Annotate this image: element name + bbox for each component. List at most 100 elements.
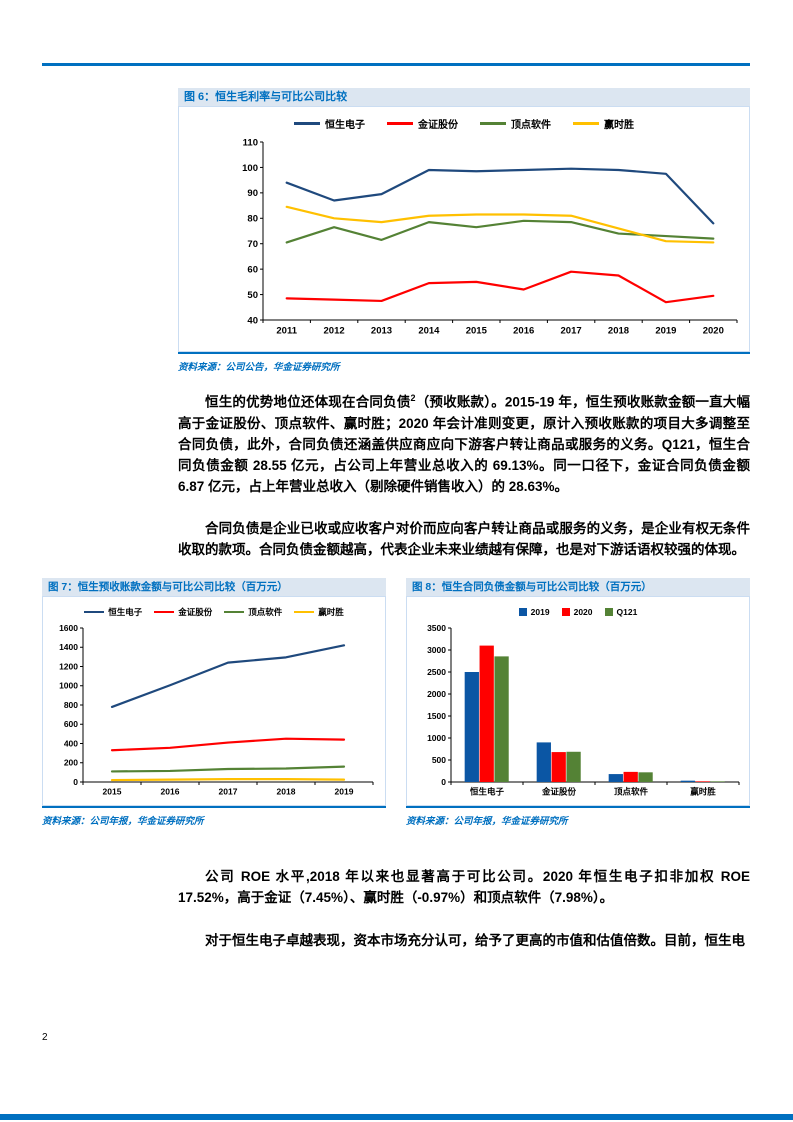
x-tick-label: 2014 bbox=[418, 326, 440, 337]
body-paragraph-2: 合同负债是企业已收或应收客户对价而应向客户转让商品或服务的义务，是企业有权无条件… bbox=[178, 521, 750, 557]
legend-label: 赢时胜 bbox=[604, 119, 634, 131]
figure-6: 图 6：恒生毛利率与可比公司比较 恒生电子 金证股份 顶点软件 赢时胜 40 50 60 7… bbox=[178, 88, 750, 373]
series-line-赢时胜 bbox=[285, 205, 715, 244]
series-line-金证股份 bbox=[110, 737, 346, 752]
page-footer-rule bbox=[0, 1114, 793, 1120]
legend-swatch bbox=[480, 121, 506, 125]
x-tick-label: 2019 bbox=[335, 787, 354, 797]
figure-8-plot: 0 500 1000 1500 2000 2500 3000 3500 恒生电子 金证股份 顶点软件… bbox=[427, 623, 740, 797]
y-tick-label: 800 bbox=[64, 700, 78, 710]
series-line-金证股份 bbox=[285, 270, 715, 304]
legend-item-Q121: Q121 bbox=[604, 607, 638, 617]
y-tick-label: 50 bbox=[247, 290, 258, 301]
body-paragraph-4: 对于恒生电子卓越表现，资本市场充分认可，给予了更高的市值和估值倍数。目前，恒生电 bbox=[205, 933, 745, 948]
figure-7-plot: 0 200 400 600 800 1000 1200 1400 1600 2015 2016 201… bbox=[59, 623, 374, 797]
x-tick-label: 2015 bbox=[466, 326, 488, 337]
series-line-恒生电子 bbox=[110, 644, 346, 709]
figure-7-title: 图 7：恒生预收账款金额与可比公司比较（百万元） bbox=[42, 578, 386, 596]
figure-8: 图 8：恒生合同负债金额与可比公司比较（百万元） 2019 2020 Q121 0 5… bbox=[406, 578, 750, 827]
legend-label: 顶点软件 bbox=[511, 119, 551, 131]
legend-swatch bbox=[294, 121, 320, 125]
figure-8-source: 资料来源：公司年报，华金证券研究所 bbox=[406, 816, 568, 827]
x-tick-label: 恒生电子 bbox=[470, 787, 505, 797]
text-segment: （预收账款）。2015-19 年，恒生预收账款金额一直大幅高于金证股份、顶点软件… bbox=[178, 394, 750, 494]
legend-label: 金证股份 bbox=[418, 119, 458, 131]
x-tick-label: 2017 bbox=[561, 326, 582, 337]
figure-8-chart: 2019 2020 Q121 0 500 1000 1500 2000 2500 3000 350… bbox=[406, 596, 750, 806]
y-tick-label: 200 bbox=[64, 758, 78, 768]
legend-swatch bbox=[573, 121, 599, 125]
figure-7: 图 7：恒生预收账款金额与可比公司比较（百万元） 恒生电子 金证股份 顶点软件 赢时胜… bbox=[42, 578, 386, 827]
figure-7-legend: 恒生电子 金证股份 顶点软件 赢时胜 bbox=[43, 602, 385, 622]
legend-item-金证股份: 金证股份 bbox=[154, 606, 212, 618]
figure-7-rule bbox=[42, 806, 386, 808]
legend-item-恒生电子: 恒生电子 bbox=[84, 606, 142, 618]
figure-8-legend: 2019 2020 Q121 bbox=[407, 602, 749, 622]
x-tick-label: 2018 bbox=[608, 326, 629, 337]
figure-7-chart: 恒生电子 金证股份 顶点软件 赢时胜 0 200 400 600 800 1000 1200 140… bbox=[42, 596, 386, 806]
series-line-赢时胜 bbox=[110, 778, 346, 782]
y-tick-label: 600 bbox=[64, 719, 78, 729]
legend-item-2019: 2019 bbox=[518, 607, 550, 617]
x-tick-label: 赢时胜 bbox=[689, 787, 716, 797]
legend-swatch bbox=[387, 121, 413, 125]
figure-6-title: 图 6：恒生毛利率与可比公司比较 bbox=[178, 88, 750, 106]
y-tick-label: 2000 bbox=[427, 689, 446, 699]
legend-item-赢时胜: 赢时胜 bbox=[294, 606, 344, 618]
legend-label: Q121 bbox=[616, 607, 638, 617]
y-tick-label: 110 bbox=[243, 137, 258, 148]
legend-item-顶点软件: 顶点软件 bbox=[480, 116, 551, 131]
bar-2019-顶点软件 bbox=[608, 774, 623, 782]
x-tick-label: 2016 bbox=[161, 787, 180, 797]
legend-label: 金证股份 bbox=[178, 607, 213, 617]
figure-7-source: 资料来源：公司年报，华金证券研究所 bbox=[42, 816, 204, 827]
x-tick-label: 2017 bbox=[219, 787, 238, 797]
page-header-rule bbox=[42, 63, 750, 66]
x-tick-label: 2013 bbox=[371, 326, 392, 337]
x-tick-label: 金证股份 bbox=[541, 787, 577, 797]
legend-label: 2019 bbox=[530, 607, 550, 617]
y-tick-label: 3000 bbox=[427, 645, 446, 655]
y-tick-label: 1600 bbox=[59, 623, 78, 633]
y-tick-label: 3500 bbox=[427, 623, 446, 633]
x-tick-label: 顶点软件 bbox=[614, 787, 649, 797]
legend-label: 恒生电子 bbox=[325, 119, 365, 131]
bar-2019-金证股份 bbox=[536, 742, 551, 782]
y-tick-label: 60 bbox=[247, 264, 258, 275]
y-tick-label: 1400 bbox=[59, 642, 78, 652]
y-tick-label: 0 bbox=[441, 777, 446, 787]
y-tick-label: 100 bbox=[242, 163, 258, 174]
y-tick-label: 1500 bbox=[427, 711, 446, 721]
legend-swatch bbox=[154, 610, 175, 614]
figure-6-chart: 恒生电子 金证股份 顶点软件 赢时胜 40 50 60 70 80 90 100 110 2011 20… bbox=[178, 106, 750, 352]
y-tick-label: 1000 bbox=[59, 681, 78, 691]
figure-6-plot: 40 50 60 70 80 90 100 110 2011 2012 2013 2014 2015 20… bbox=[242, 137, 738, 337]
legend-swatch bbox=[224, 610, 245, 614]
series-line-顶点软件 bbox=[110, 765, 346, 773]
y-tick-label: 1000 bbox=[427, 733, 446, 743]
x-tick-label: 2012 bbox=[324, 326, 345, 337]
bar-Q121-金证股份 bbox=[566, 751, 581, 782]
series-line-顶点软件 bbox=[285, 219, 715, 244]
y-tick-label: 70 bbox=[247, 239, 258, 250]
x-tick-label: 2020 bbox=[703, 326, 724, 337]
figure-6-rule bbox=[178, 352, 750, 354]
bar-2020-顶点软件 bbox=[623, 771, 638, 782]
legend-item-恒生电子: 恒生电子 bbox=[294, 116, 365, 131]
legend-item-顶点软件: 顶点软件 bbox=[224, 606, 282, 618]
x-tick-label: 2011 bbox=[276, 326, 297, 337]
figure-8-title: 图 8：恒生合同负债金额与可比公司比较（百万元） bbox=[406, 578, 750, 596]
x-tick-label: 2018 bbox=[277, 787, 296, 797]
y-tick-label: 90 bbox=[247, 188, 258, 199]
legend-label: 恒生电子 bbox=[108, 607, 143, 617]
x-tick-label: 2015 bbox=[103, 787, 122, 797]
x-tick-label: 2016 bbox=[513, 326, 534, 337]
legend-swatch bbox=[294, 610, 315, 614]
bar-Q121-恒生电子 bbox=[494, 656, 509, 782]
legend-label: 2020 bbox=[573, 607, 593, 617]
y-tick-label: 400 bbox=[64, 738, 78, 748]
bar-2020-恒生电子 bbox=[479, 645, 494, 782]
y-tick-label: 80 bbox=[247, 214, 258, 225]
y-tick-label: 2500 bbox=[427, 667, 446, 677]
bar-2020-赢时胜 bbox=[695, 781, 710, 782]
